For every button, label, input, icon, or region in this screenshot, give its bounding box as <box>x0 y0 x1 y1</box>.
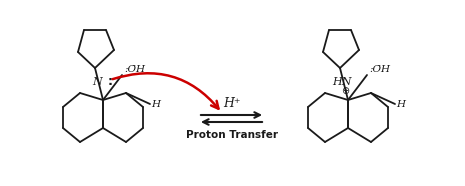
Text: Proton Transfer: Proton Transfer <box>186 130 278 140</box>
Text: :: : <box>108 75 113 88</box>
Text: HN: HN <box>332 77 352 87</box>
Text: N: N <box>92 77 102 87</box>
Text: H⁺: H⁺ <box>223 97 241 110</box>
Text: :ÖH: :ÖH <box>369 65 390 73</box>
Text: :ÖH: :ÖH <box>124 65 145 73</box>
Text: H: H <box>396 100 405 108</box>
Text: H: H <box>151 100 160 108</box>
Text: ⊕: ⊕ <box>341 86 349 96</box>
